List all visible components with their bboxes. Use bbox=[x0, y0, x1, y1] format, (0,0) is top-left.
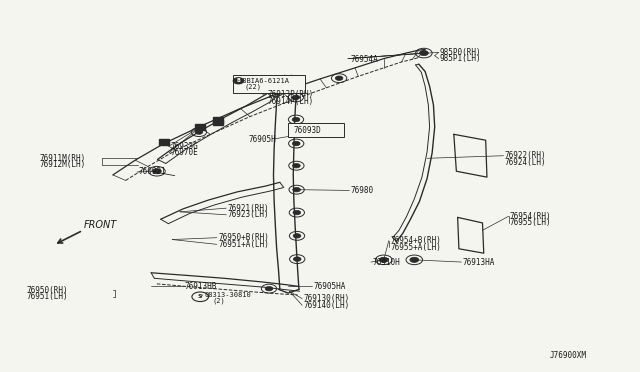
Circle shape bbox=[152, 169, 161, 174]
Text: 76910H: 76910H bbox=[372, 257, 400, 267]
Circle shape bbox=[293, 234, 301, 238]
Circle shape bbox=[293, 211, 301, 215]
Circle shape bbox=[292, 163, 300, 168]
Circle shape bbox=[335, 76, 343, 80]
Text: 76954(RH): 76954(RH) bbox=[510, 212, 552, 221]
Text: J76900XM: J76900XM bbox=[549, 350, 586, 360]
Text: 760921: 760921 bbox=[138, 167, 166, 176]
Text: FRONT: FRONT bbox=[84, 219, 118, 230]
Text: 76955(LH): 76955(LH) bbox=[510, 218, 552, 227]
Text: 76921(RH): 76921(RH) bbox=[228, 203, 269, 213]
Bar bbox=[213, 117, 223, 123]
Text: 985P1(LH): 985P1(LH) bbox=[440, 54, 481, 63]
Text: 76905HA: 76905HA bbox=[314, 282, 346, 291]
Text: 76913P(RH): 76913P(RH) bbox=[268, 90, 314, 99]
Text: 76980: 76980 bbox=[351, 186, 374, 195]
Text: 76905H: 76905H bbox=[248, 135, 276, 144]
Text: 76955+A(LH): 76955+A(LH) bbox=[390, 243, 441, 252]
Text: 76924(LH): 76924(LH) bbox=[505, 157, 547, 167]
Text: 76923(LH): 76923(LH) bbox=[228, 210, 269, 219]
Bar bbox=[213, 119, 223, 125]
Text: (2): (2) bbox=[213, 298, 226, 304]
Text: (22): (22) bbox=[245, 84, 262, 90]
Circle shape bbox=[234, 78, 244, 84]
Circle shape bbox=[419, 51, 428, 56]
Text: 76954A: 76954A bbox=[351, 55, 378, 64]
FancyBboxPatch shape bbox=[288, 123, 344, 137]
Text: 76970E: 76970E bbox=[170, 148, 198, 157]
Text: 76913HB: 76913HB bbox=[185, 282, 218, 291]
Text: 76954+B(RH): 76954+B(RH) bbox=[390, 236, 441, 245]
Text: 76950+B(RH): 76950+B(RH) bbox=[218, 233, 269, 242]
Circle shape bbox=[292, 117, 300, 122]
Text: 985P0(RH): 985P0(RH) bbox=[440, 48, 481, 57]
Text: B: B bbox=[237, 78, 240, 83]
Circle shape bbox=[292, 141, 300, 146]
Circle shape bbox=[293, 257, 301, 261]
Text: 76933G: 76933G bbox=[170, 142, 198, 151]
Text: 76914P(LH): 76914P(LH) bbox=[268, 97, 314, 106]
Circle shape bbox=[292, 95, 300, 100]
Text: 76912M(LH): 76912M(LH) bbox=[40, 160, 86, 170]
Text: 08313-30810: 08313-30810 bbox=[204, 292, 251, 298]
Text: 76922(RH): 76922(RH) bbox=[505, 151, 547, 160]
Circle shape bbox=[380, 257, 388, 262]
Circle shape bbox=[265, 286, 273, 291]
Text: 76950(RH): 76950(RH) bbox=[27, 286, 68, 295]
Text: 76951+A(LH): 76951+A(LH) bbox=[218, 240, 269, 249]
Bar bbox=[159, 139, 169, 145]
Text: 76913HA: 76913HA bbox=[463, 257, 495, 267]
FancyBboxPatch shape bbox=[234, 75, 305, 93]
Text: 769140(LH): 769140(LH) bbox=[303, 301, 349, 310]
Circle shape bbox=[271, 89, 280, 94]
Circle shape bbox=[292, 187, 300, 192]
Text: 76911M(RH): 76911M(RH) bbox=[40, 154, 86, 163]
Circle shape bbox=[195, 130, 203, 134]
Text: S: S bbox=[198, 294, 202, 299]
Bar bbox=[195, 124, 205, 130]
Text: 76093D: 76093D bbox=[293, 126, 321, 135]
Circle shape bbox=[410, 257, 419, 262]
Text: 76951(LH): 76951(LH) bbox=[27, 292, 68, 301]
Text: 769130(RH): 769130(RH) bbox=[303, 294, 349, 303]
Text: 08BIA6-6121A: 08BIA6-6121A bbox=[239, 78, 289, 84]
